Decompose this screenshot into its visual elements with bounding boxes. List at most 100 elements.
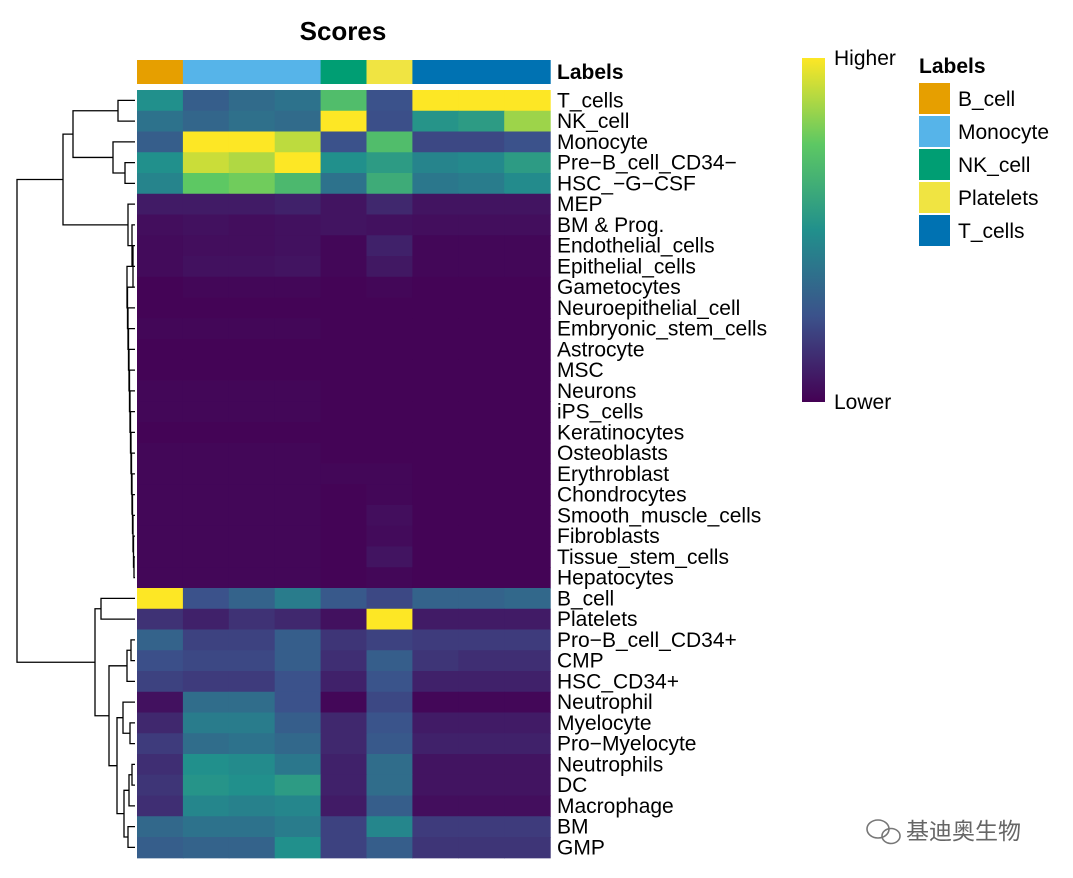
heatmap-cell	[412, 110, 459, 133]
heatmap-cell	[137, 608, 184, 631]
heatmap-cell	[320, 712, 368, 734]
heatmap-cell	[137, 505, 184, 527]
heatmap-cell	[458, 297, 505, 319]
heatmap-cell	[137, 733, 184, 755]
heatmap-cell	[137, 276, 184, 299]
heatmap-cell	[412, 318, 459, 340]
heatmap-cell	[412, 629, 459, 651]
heatmap-cell	[366, 567, 413, 589]
row-label: Neutrophils	[557, 753, 663, 776]
heatmap-cell	[366, 276, 413, 299]
heatmap-cell	[366, 297, 413, 319]
heatmap-cell	[458, 422, 505, 444]
heatmap-cell	[274, 567, 322, 589]
heatmap-cell	[458, 380, 505, 402]
row-label: GMP	[557, 836, 605, 859]
heatmap-cell	[228, 629, 276, 651]
heatmap-cell	[504, 339, 551, 361]
heatmap-cell	[320, 671, 368, 693]
heatmap-cell	[458, 401, 505, 423]
heatmap-cell	[274, 193, 322, 216]
heatmap-cell	[137, 629, 184, 651]
row-label: NK_cell	[557, 110, 629, 133]
heatmap-cell	[274, 442, 322, 465]
heatmap-cell	[228, 110, 276, 133]
heatmap-cell	[366, 754, 413, 776]
heatmap-cell	[412, 816, 459, 838]
heatmap-cell	[458, 214, 505, 236]
heatmap-cell	[137, 774, 184, 797]
heatmap-cell	[274, 588, 322, 610]
heatmap-cell	[182, 463, 230, 485]
dendrogram-branch	[131, 763, 135, 786]
heatmap-cell	[320, 442, 368, 465]
heatmap-cell	[366, 173, 413, 195]
heatmap-cell	[412, 754, 459, 776]
row-label: B_cell	[557, 587, 614, 610]
heatmap-cell	[412, 733, 459, 755]
row-label: Gametocytes	[557, 276, 681, 299]
heatmap-cell	[182, 733, 230, 755]
heatmap-cell	[228, 463, 276, 485]
column-annotation-bar	[137, 60, 551, 84]
heatmap-cell	[412, 131, 459, 153]
heatmap-cell	[412, 152, 459, 174]
heatmap-cell	[182, 359, 230, 382]
row-label: Macrophage	[557, 795, 674, 818]
heatmap-cell	[504, 297, 551, 319]
heatmap-cell	[366, 463, 413, 485]
heatmap-cell	[228, 712, 276, 734]
heatmap-cell	[320, 816, 368, 838]
heatmap-cell	[228, 152, 276, 174]
heatmap-cell	[504, 837, 551, 859]
heatmap-cell	[182, 256, 230, 278]
heatmap-cell	[412, 214, 459, 236]
heatmap-cell	[320, 525, 368, 548]
heatmap-cell	[228, 505, 276, 527]
heatmap-cell	[228, 359, 276, 382]
heatmap-cell	[504, 671, 551, 693]
heatmap-cell	[458, 359, 505, 382]
legend-label: T_cells	[958, 220, 1025, 243]
heatmap-cell	[458, 588, 505, 610]
heatmap-cell	[228, 276, 276, 299]
legend-label: Platelets	[958, 187, 1039, 210]
heatmap-cell	[458, 318, 505, 340]
heatmap-cell	[274, 276, 322, 299]
heatmap-cell	[274, 339, 322, 361]
heatmap-cell	[137, 131, 184, 153]
heatmap-cell	[228, 318, 276, 340]
row-label: Neurons	[557, 380, 636, 403]
heatmap-cell	[137, 359, 184, 382]
row-dendrogram	[16, 99, 135, 849]
heatmap-cell	[320, 608, 368, 631]
heatmap-cell	[182, 629, 230, 651]
heatmap-cell	[274, 173, 322, 195]
heatmap-cell	[137, 318, 184, 340]
row-label: MSC	[557, 359, 604, 382]
annotation-cell	[228, 60, 276, 84]
heatmap-cell	[228, 816, 276, 838]
heatmap-cell	[366, 235, 413, 257]
heatmap-cell	[320, 193, 368, 216]
heatmap-cell	[137, 152, 184, 174]
annotation-cell	[137, 60, 184, 84]
heatmap-cell	[137, 546, 184, 568]
heatmap-cell	[504, 567, 551, 589]
heatmap-cell	[366, 608, 413, 631]
annotation-cell	[274, 60, 322, 84]
dendrogram-branch	[127, 825, 135, 849]
heatmap-cell	[137, 214, 184, 236]
heatmap-cell	[228, 733, 276, 755]
annotation-cell	[182, 60, 230, 84]
heatmap-cell	[366, 837, 413, 859]
heatmap-cell	[320, 546, 368, 568]
heatmap-cell	[137, 712, 184, 734]
heatmap-cell	[228, 691, 276, 714]
heatmap-cell	[228, 422, 276, 444]
heatmap-cell	[228, 671, 276, 693]
heatmap-cell	[274, 608, 322, 631]
heatmap-cell	[182, 588, 230, 610]
heatmap-cell	[182, 567, 230, 589]
row-label: DC	[557, 774, 587, 797]
